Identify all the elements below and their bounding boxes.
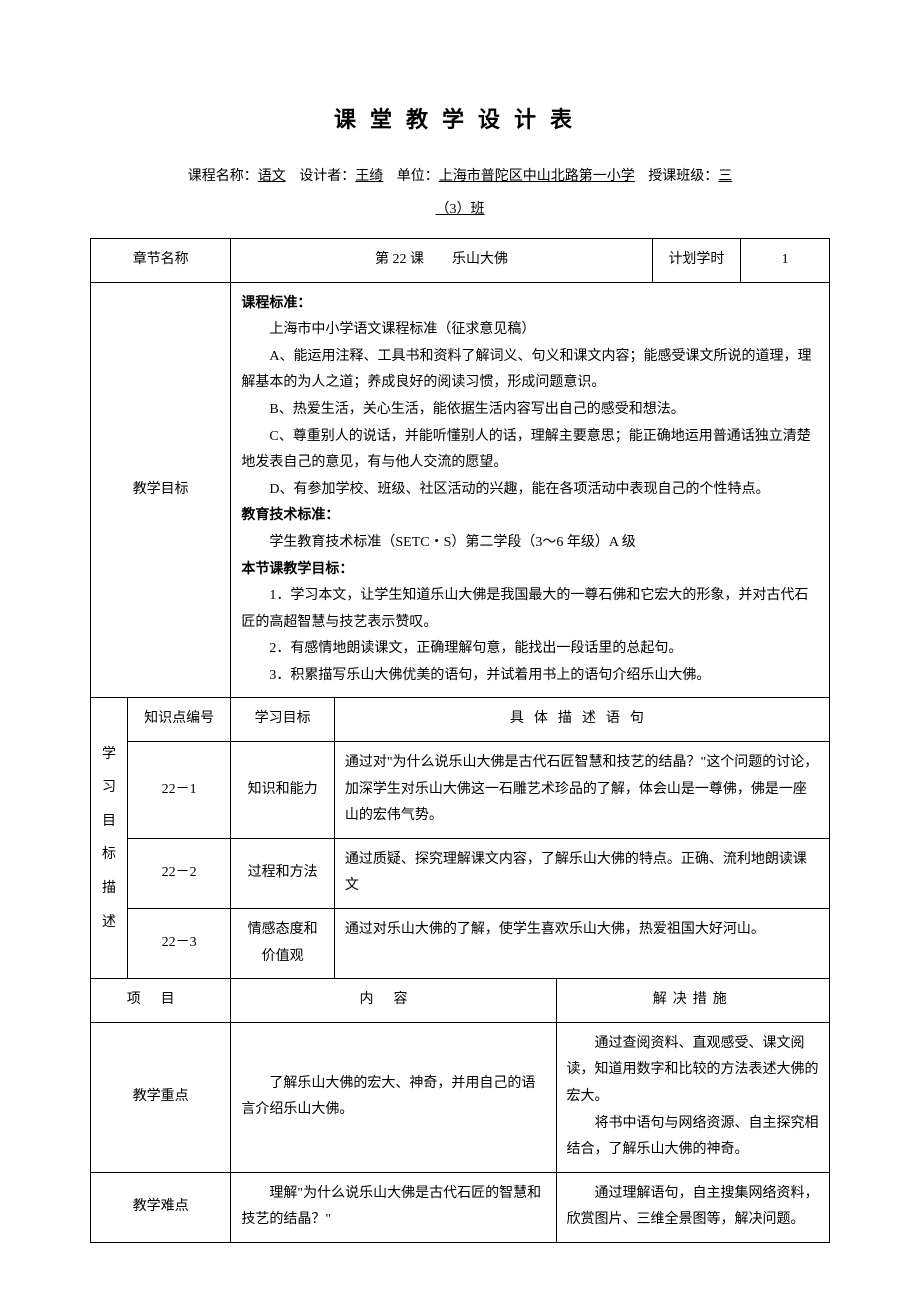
sec3-title: 本节课教学目标：: [241, 557, 819, 584]
chapter-content: 第 22 课 乐山大佛: [231, 238, 652, 282]
focus-solution-l2: 将书中语句与网络资源、自主探究相结合，了解乐山大佛的神奇。: [567, 1111, 819, 1164]
class-value-1: 三: [718, 169, 732, 184]
sec1-l5: D、有参加学校、班级、社区活动的兴趣，能在各项活动中表现自己的个性特点。: [241, 477, 819, 504]
learning-col3: 具体描述语句: [334, 698, 829, 742]
course-value: 语文: [258, 169, 286, 184]
sec1-title: 课程标准：: [241, 291, 819, 318]
goals-row: 教学目标 课程标准： 上海市中小学语文课程标准（征求意见稿） A、能运用注释、工…: [91, 282, 830, 698]
lr1-goal: 知识和能力: [231, 742, 334, 839]
lr3-id: 22－3: [127, 909, 230, 979]
designer-label: 设计者：: [299, 169, 355, 184]
header-info: 课程名称：语文 设计者：王绮 单位：上海市普陀区中山北路第一小学 授课班级：三: [90, 164, 830, 189]
learning-header-row: 学习目标描述 知识点编号 学习目标 具体描述语句: [91, 698, 830, 742]
learning-col1: 知识点编号: [127, 698, 230, 742]
class-value-2: （3）班: [436, 202, 485, 217]
difficulty-solution: 通过理解语句，自主搜集网络资料，欣赏图片、三维全景图等，解决问题。: [556, 1172, 829, 1242]
hours-label: 计划学时: [652, 238, 741, 282]
keypoint-header-row: 项目 内容 解决措施: [91, 979, 830, 1023]
sec1-l1: 上海市中小学语文课程标准（征求意见稿）: [241, 317, 819, 344]
difficulty-content: 理解"为什么说乐山大佛是古代石匠的智慧和技艺的结晶？": [231, 1172, 556, 1242]
learning-side-label: 学习目标描述: [91, 698, 128, 979]
learning-row-1: 22－1 知识和能力 通过对"为什么说乐山大佛是古代石匠智慧和技艺的结晶？"这个…: [91, 742, 830, 839]
focus-content: 了解乐山大佛的宏大、神奇，并用自己的语言介绍乐山大佛。: [231, 1022, 556, 1172]
page-title: 课堂教学设计表: [90, 100, 830, 140]
learning-row-3: 22－3 情感态度和价值观 通过对乐山大佛的了解，使学生喜欢乐山大佛，热爱祖国大…: [91, 909, 830, 979]
difficulty-row: 教学难点 理解"为什么说乐山大佛是古代石匠的智慧和技艺的结晶？" 通过理解语句，…: [91, 1172, 830, 1242]
sec1-l3: B、热爱生活，关心生活，能依据生活内容写出自己的感受和想法。: [241, 397, 819, 424]
design-table: 章节名称 第 22 课 乐山大佛 计划学时 1 教学目标 课程标准： 上海市中小…: [90, 238, 830, 1243]
sec3-l1: 1．学习本文，让学生知道乐山大佛是我国最大的一尊石佛和它宏大的形象，并对古代石匠…: [241, 583, 819, 636]
focus-solution-l1: 通过查阅资料、直观感受、课文阅读，知道用数字和比较的方法表述大佛的宏大。: [567, 1031, 819, 1111]
lr2-id: 22－2: [127, 838, 230, 908]
unit-label: 单位：: [397, 169, 439, 184]
learning-col2: 学习目标: [231, 698, 334, 742]
chapter-label: 章节名称: [91, 238, 231, 282]
lr2-goal: 过程和方法: [231, 838, 334, 908]
lr2-desc: 通过质疑、探究理解课文内容，了解乐山大佛的特点。正确、流利地朗读课文: [334, 838, 829, 908]
sec1-l2: A、能运用注释、工具书和资料了解词义、句义和课文内容；能感受课文所说的道理，理解…: [241, 344, 819, 397]
header-info-2: （3）班: [90, 197, 830, 222]
lr3-desc: 通过对乐山大佛的了解，使学生喜欢乐山大佛，热爱祖国大好河山。: [334, 909, 829, 979]
kp-header-content: 内容: [231, 979, 556, 1023]
focus-solution: 通过查阅资料、直观感受、课文阅读，知道用数字和比较的方法表述大佛的宏大。 将书中…: [556, 1022, 829, 1172]
sec2-title: 教育技术标准：: [241, 503, 819, 530]
learning-row-2: 22－2 过程和方法 通过质疑、探究理解课文内容，了解乐山大佛的特点。正确、流利…: [91, 838, 830, 908]
focus-label: 教学重点: [91, 1022, 231, 1172]
designer-value: 王绮: [355, 169, 383, 184]
sec3-l3: 3．积累描写乐山大佛优美的语句，并试着用书上的语句介绍乐山大佛。: [241, 663, 819, 690]
chapter-row: 章节名称 第 22 课 乐山大佛 计划学时 1: [91, 238, 830, 282]
sec2-l1: 学生教育技术标准（SETC・S）第二学段（3～6 年级）A 级: [241, 530, 819, 557]
goals-content: 课程标准： 上海市中小学语文课程标准（征求意见稿） A、能运用注释、工具书和资料…: [231, 282, 830, 698]
class-label: 授课班级：: [648, 169, 718, 184]
lr3-goal: 情感态度和价值观: [231, 909, 334, 979]
difficulty-label: 教学难点: [91, 1172, 231, 1242]
focus-row: 教学重点 了解乐山大佛的宏大、神奇，并用自己的语言介绍乐山大佛。 通过查阅资料、…: [91, 1022, 830, 1172]
lr1-id: 22－1: [127, 742, 230, 839]
hours-value: 1: [741, 238, 830, 282]
course-label: 课程名称：: [188, 169, 258, 184]
sec3-l2: 2．有感情地朗读课文，正确理解句意，能找出一段话里的总起句。: [241, 636, 819, 663]
kp-header-item: 项目: [91, 979, 231, 1023]
unit-value: 上海市普陀区中山北路第一小学: [439, 169, 635, 184]
difficulty-content-text: 理解"为什么说乐山大佛是古代石匠的智慧和技艺的结晶？": [241, 1181, 545, 1234]
focus-content-text: 了解乐山大佛的宏大、神奇，并用自己的语言介绍乐山大佛。: [241, 1071, 545, 1124]
lr1-desc: 通过对"为什么说乐山大佛是古代石匠智慧和技艺的结晶？"这个问题的讨论，加深学生对…: [334, 742, 829, 839]
kp-header-solution: 解决措施: [556, 979, 829, 1023]
difficulty-solution-text: 通过理解语句，自主搜集网络资料，欣赏图片、三维全景图等，解决问题。: [567, 1181, 819, 1234]
goals-label: 教学目标: [91, 282, 231, 698]
sec1-l4: C、尊重别人的说话，并能听懂别人的话，理解主要意思；能正确地运用普通话独立清楚地…: [241, 424, 819, 477]
